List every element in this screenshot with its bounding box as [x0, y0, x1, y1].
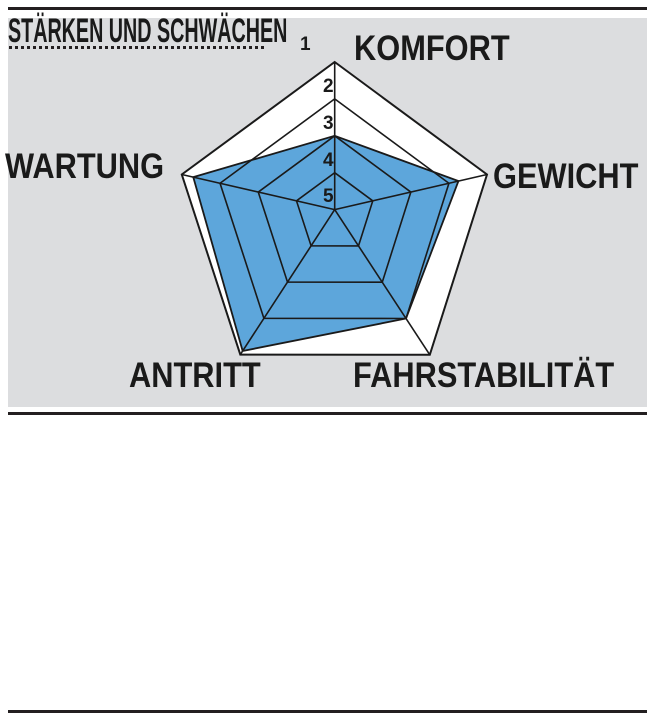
svg-text:5: 5 — [323, 186, 334, 207]
svg-text:4: 4 — [323, 150, 334, 171]
svg-text:2: 2 — [323, 76, 334, 97]
svg-text:3: 3 — [323, 113, 334, 134]
